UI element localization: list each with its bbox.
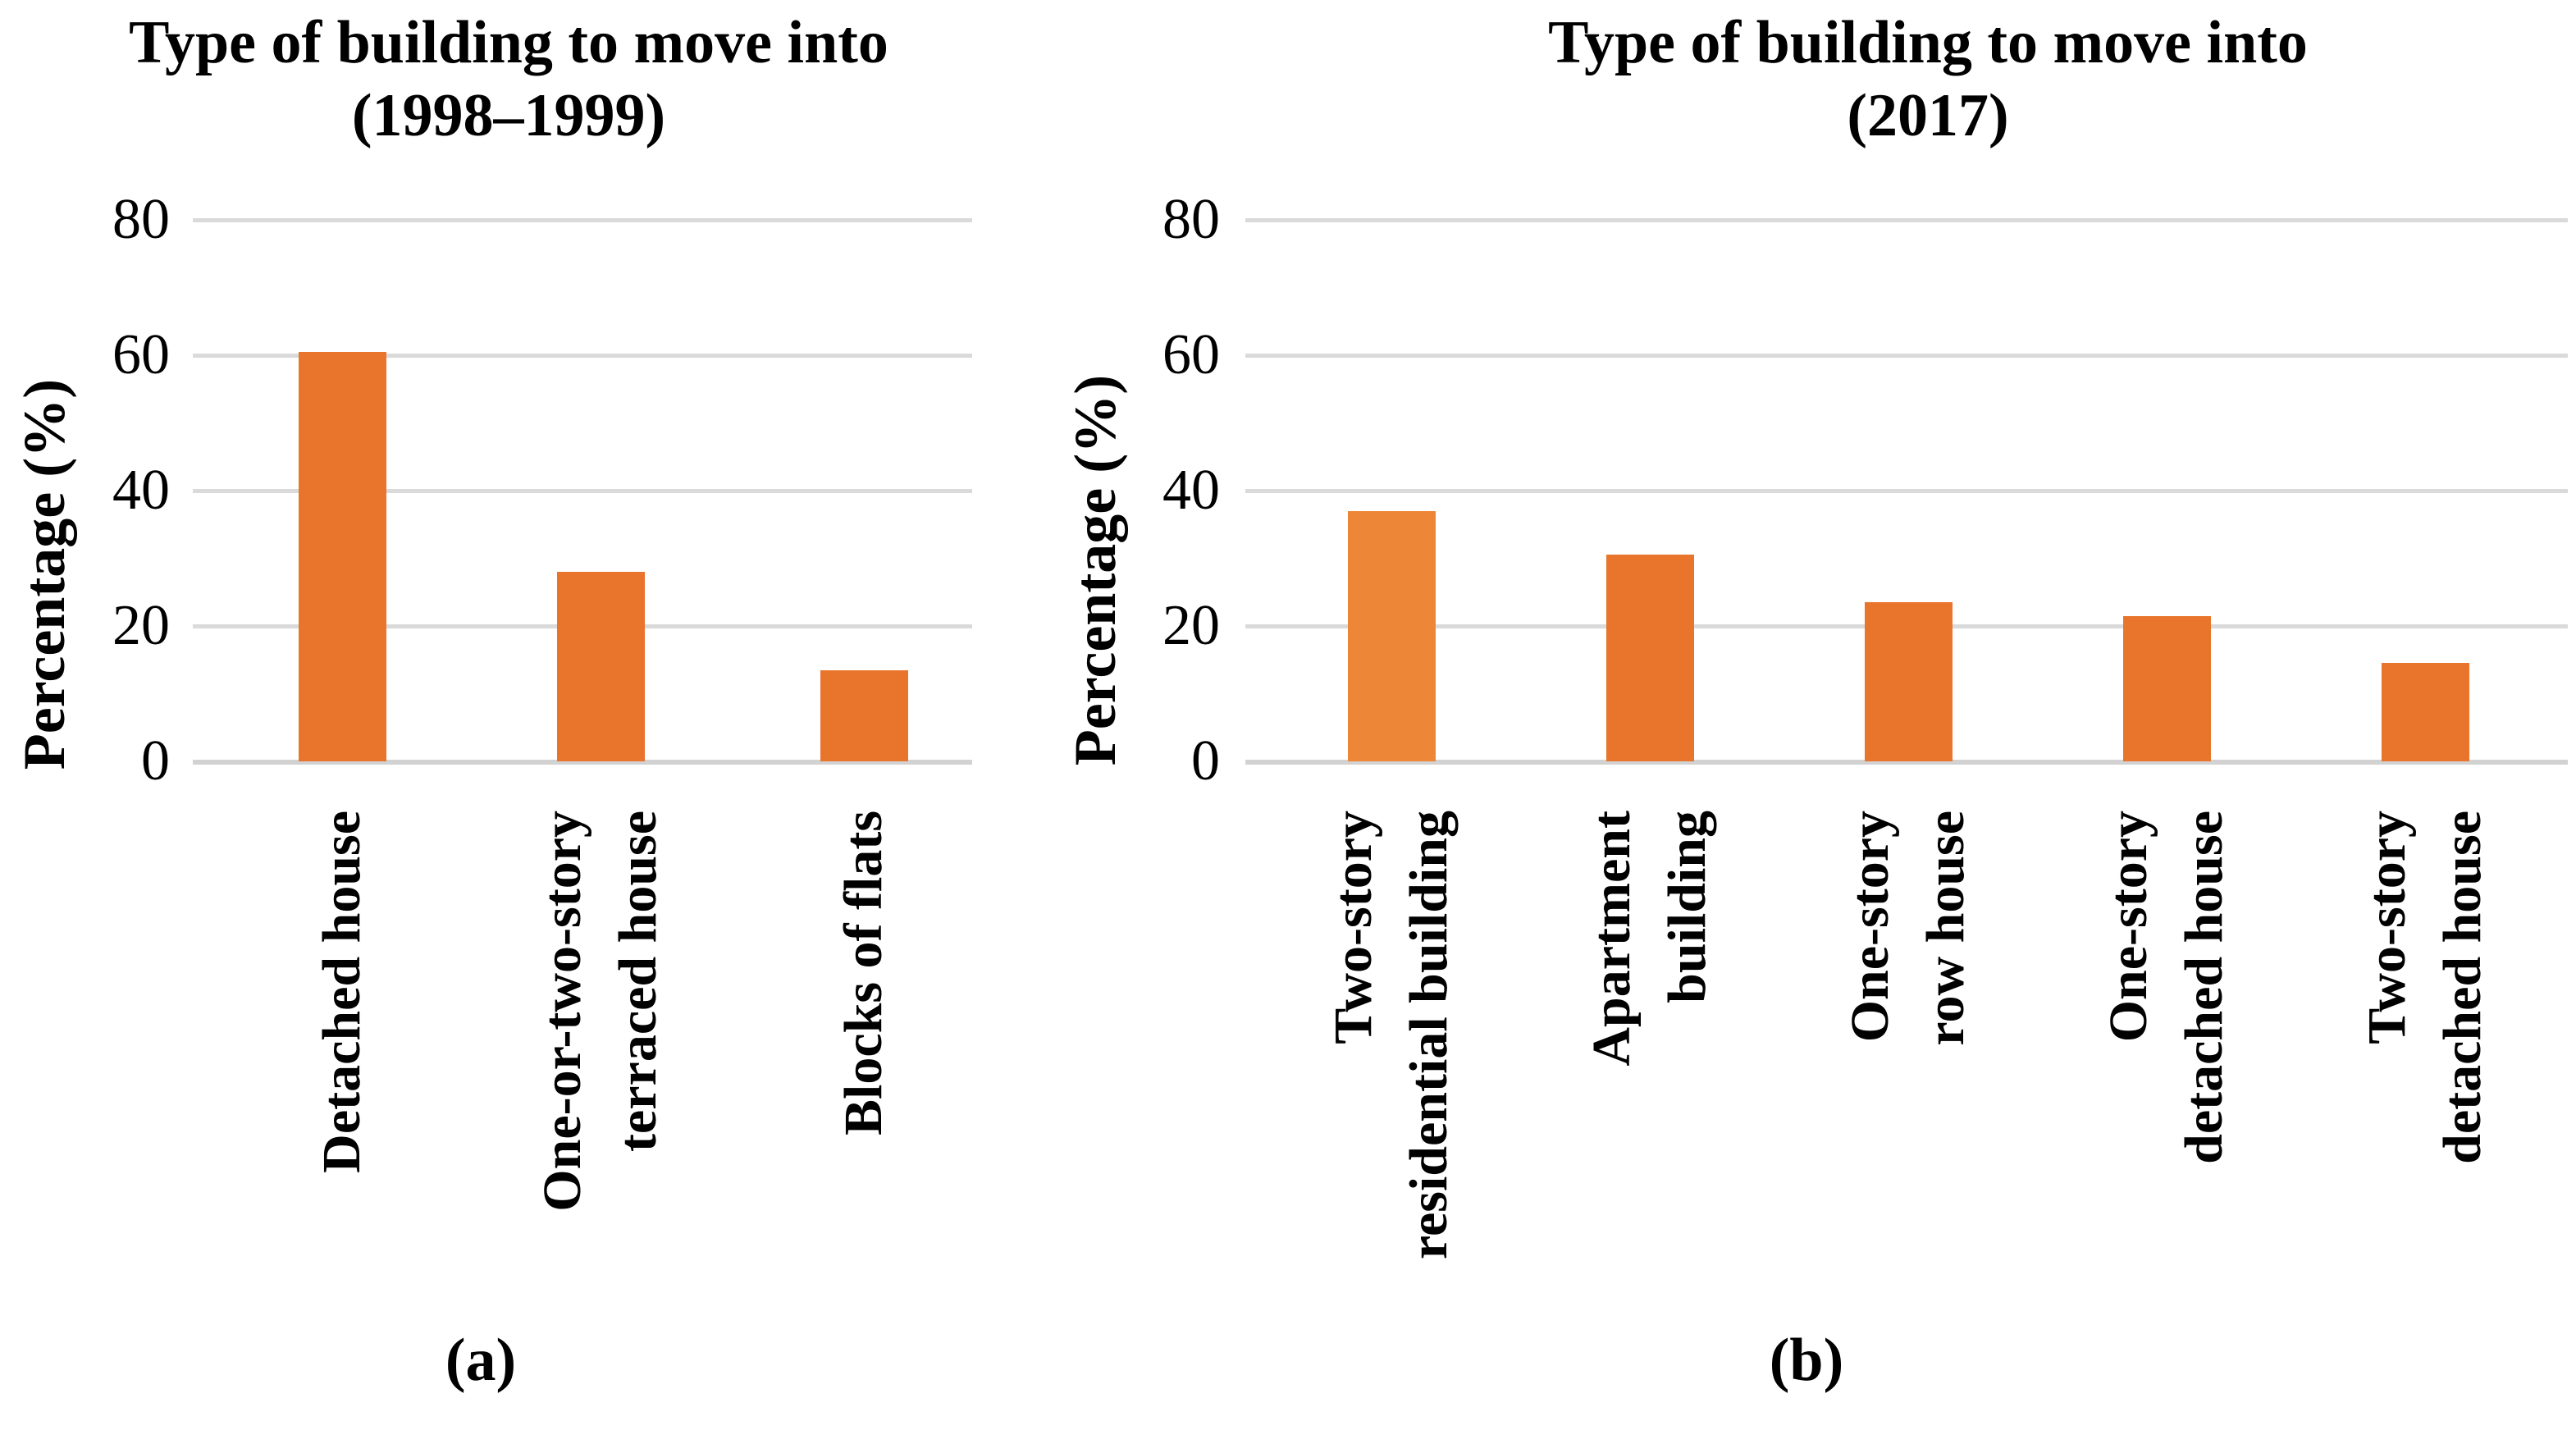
category-label-line: detached house xyxy=(2174,811,2234,1164)
chart-b-x-category-label-2: Apartment building xyxy=(1574,811,1725,1336)
chart-b-title-line1: Type of building to move into xyxy=(1548,9,2308,76)
chart-b-bar-2 xyxy=(1605,555,1694,761)
chart-a-gridline-40 xyxy=(193,489,972,493)
chart-a-y-tick-label: 0 xyxy=(141,729,170,793)
chart-b-gridline-80 xyxy=(1245,218,2568,222)
chart-a-y-tick-label: 40 xyxy=(112,459,170,522)
chart-a-bar-1 xyxy=(298,352,386,761)
chart-b-x-category-label-3: One-story row house xyxy=(1833,811,1984,1336)
chart-b-x-category-label-4: One-story detached house xyxy=(2091,811,2242,1336)
category-label-line: detached house xyxy=(2432,811,2492,1164)
category-label-line: row house xyxy=(1916,811,1975,1046)
chart-b-y-tick-label: 40 xyxy=(1162,459,1220,522)
chart-a-x-category-label-3: Blocks of flats xyxy=(826,811,902,1336)
chart-b-gridline-60 xyxy=(1245,354,2568,358)
category-label-line: One-or-two-story xyxy=(532,811,592,1212)
chart-b-y-tick-label: 60 xyxy=(1162,323,1220,386)
category-label-line: Two-story xyxy=(1323,811,1383,1044)
chart-b-y-tick-label: 0 xyxy=(1191,729,1220,793)
chart-b-y-tick-label: 80 xyxy=(1162,188,1220,251)
chart-b-bar-5 xyxy=(2381,663,2469,761)
chart-a-y-tick-label: 80 xyxy=(112,188,170,251)
chart-a-title-line2: (1998–1999) xyxy=(351,81,666,149)
chart-b-gridline-0 xyxy=(1245,760,2568,765)
category-label-line: Apartment xyxy=(1582,811,1642,1067)
chart-a-bar-2 xyxy=(556,572,645,761)
category-label-line: residential building xyxy=(1399,811,1459,1260)
chart-b-y-tick-label: 20 xyxy=(1162,594,1220,657)
chart-a-y-tick-label: 60 xyxy=(112,323,170,386)
panel-a-caption: (a) xyxy=(445,1327,517,1394)
category-label-line: One-story xyxy=(2099,811,2158,1043)
chart-a-y-tick-label: 20 xyxy=(112,594,170,657)
chart-b-bar-1 xyxy=(1347,511,1436,761)
category-label-line: Detached house xyxy=(312,811,372,1173)
chart-b-bar-4 xyxy=(2122,616,2211,761)
chart-b-bar-3 xyxy=(1864,602,1953,761)
chart-b-title-line2: (2017) xyxy=(1847,81,2009,149)
chart-a-gridline-0 xyxy=(193,760,972,765)
chart-b-x-category-label-5: Two-story detached house xyxy=(2350,811,2501,1336)
category-label-line: building xyxy=(1657,811,1717,1003)
panel-b-caption: (b) xyxy=(1769,1327,1844,1394)
chart-a-gridline-80 xyxy=(193,218,972,222)
category-label-line: One-story xyxy=(1840,811,1900,1043)
chart-a-bar-3 xyxy=(820,670,908,761)
chart-b-x-category-label-1: Two-story residential building xyxy=(1316,811,1467,1336)
chart-a-title-line1: Type of building to move into xyxy=(129,9,888,76)
category-label-line: terraced house xyxy=(608,811,668,1153)
chart-b-title: Type of building to move into (2017) xyxy=(1477,7,2379,153)
category-label-line: Blocks of flats xyxy=(834,811,893,1135)
chart-a-y-axis-label: Percentage (%) xyxy=(11,378,77,770)
chart-a-x-category-label-2: One-or-two-story terraced house xyxy=(525,811,676,1336)
chart-a-gridline-60 xyxy=(193,354,972,358)
category-label-line: Two-story xyxy=(2357,811,2417,1044)
chart-b-y-axis-label: Percentage (%) xyxy=(1062,374,1128,766)
chart-a-x-category-label-1: Detached house xyxy=(304,811,380,1336)
chart-b-gridline-40 xyxy=(1245,489,2568,493)
chart-a-title: Type of building to move into (1998–1999… xyxy=(57,7,960,153)
